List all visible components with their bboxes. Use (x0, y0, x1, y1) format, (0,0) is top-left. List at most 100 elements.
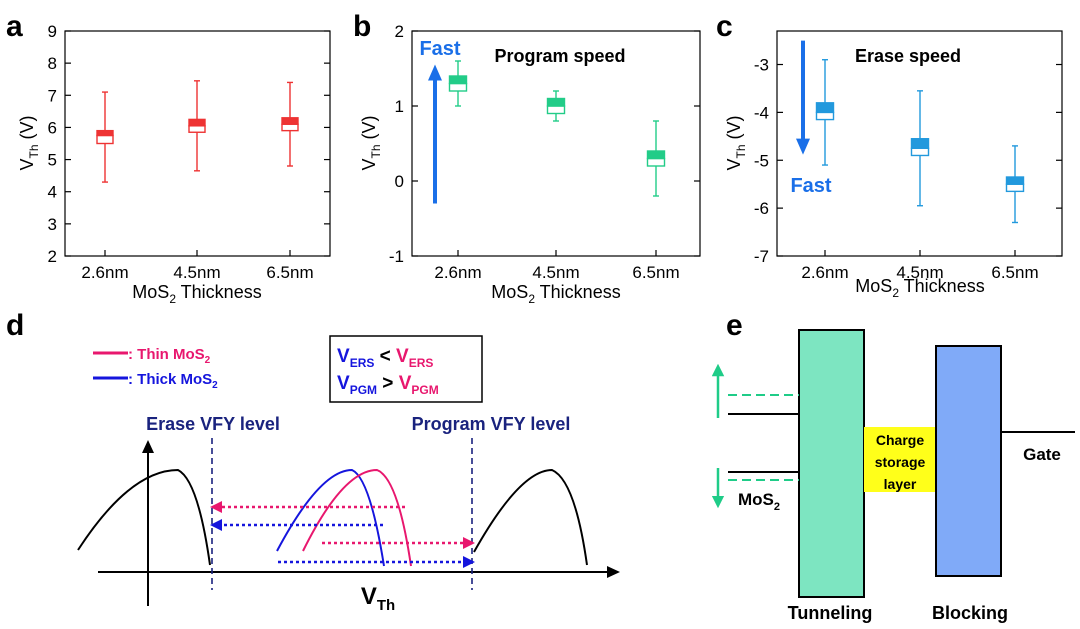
box-lower-half (96, 134, 114, 145)
y-tick-label: -3 (754, 56, 769, 75)
box-plot-4.5nm (910, 90, 930, 207)
x-tick-label: 4.5nm (896, 263, 943, 282)
box-lower-half (281, 123, 299, 132)
box-upper-half (646, 150, 666, 160)
gate-label: Gate (1023, 445, 1061, 464)
comparison-line-2: VPGM > VPGM (337, 373, 439, 397)
box-lower-half (910, 147, 930, 157)
box-series-a (96, 80, 299, 183)
y-tick-label: 5 (48, 151, 57, 170)
y-tick-label: 4 (48, 183, 57, 202)
panel-a: a 2 3 4 5 6 7 8 9 2.6nm 4.5nm 6.5nm MoS2 Thicknes… (6, 10, 331, 306)
y-tick-label: 2 (48, 247, 57, 266)
box-series-c (815, 59, 1025, 224)
x-tick-label: 4.5nm (173, 263, 220, 282)
vth-axis-label: VTh (361, 583, 395, 614)
y-ticks-a: 2 3 4 5 6 7 8 9 (48, 22, 330, 266)
y-axis-title-b: VTh (V) (359, 115, 383, 170)
box-upper-half (815, 102, 835, 114)
panel-letter-d: d (6, 309, 24, 342)
programmed-state-distribution (473, 468, 588, 566)
panel-e: e Charge storage layer MoS2 Gate Tunneli… (711, 309, 1075, 623)
fast-arrow-c (796, 40, 810, 155)
legend-thin-label: : Thin MoS2 (128, 346, 211, 366)
box-lower-half (815, 111, 835, 121)
box-upper-half (96, 129, 114, 137)
erase-vfy-label: Erase VFY level (146, 414, 280, 434)
x-axis-title-a: MoS2 Thickness (132, 282, 261, 306)
box-lower-half (188, 125, 206, 133)
fast-arrow-head (796, 138, 810, 155)
x-tick-label: 6.5nm (991, 263, 1038, 282)
count-axis-arrowhead (142, 440, 154, 453)
box-plot-2.6nm (815, 59, 835, 166)
fast-label-c: Fast (790, 175, 831, 197)
erased-state-distribution (77, 468, 211, 566)
box-upper-half (448, 75, 468, 85)
box-lower-half (646, 157, 666, 167)
charge-storage-label-1: Charge (876, 432, 924, 448)
box-lower-half (1005, 183, 1025, 193)
fast-arrow-b (428, 64, 442, 204)
panel-letter-b: b (353, 10, 371, 43)
y-ticks-c: -7 -6 -5 -4 -3 (754, 56, 1062, 266)
blocking-label: Blocking (932, 603, 1008, 623)
x-ticks-a: 2.6nm 4.5nm 6.5nm (81, 250, 314, 282)
box-upper-half (188, 118, 206, 127)
panel-d: d : Thin MoS2 : Thick MoS2 VERS < VERS V… (6, 309, 620, 614)
x-axis-title-c: MoS2 Thickness (855, 276, 984, 300)
y-tick-label: 7 (48, 86, 57, 105)
fast-label-b: Fast (419, 38, 460, 60)
tunneling-label: Tunneling (788, 603, 873, 623)
x-tick-label: 2.6nm (81, 263, 128, 282)
panel-letter-c: c (716, 10, 733, 43)
x-tick-label: 4.5nm (532, 263, 579, 282)
y-tick-label: 6 (48, 118, 57, 137)
box-upper-half (910, 138, 930, 149)
box-lower-half (546, 105, 566, 115)
y-tick-label: 8 (48, 54, 57, 73)
x-axis-title-b: MoS2 Thickness (491, 282, 620, 306)
panel-c: c Erase speed Fast -7 -6 -5 -4 -3 2.6nm 4.5nm… (716, 10, 1063, 300)
y-tick-label: -7 (754, 247, 769, 266)
panel-letter-a: a (6, 10, 23, 43)
x-tick-label: 6.5nm (632, 263, 679, 282)
y-tick-label: -6 (754, 199, 769, 218)
box-plot-6.5nm (1005, 145, 1025, 224)
thick-mos2-distribution (276, 468, 385, 567)
charge-storage-label-2: storage (875, 454, 926, 470)
chart-title-b: Program speed (494, 46, 625, 66)
y-tick-label: -1 (389, 247, 404, 266)
x-ticks-c: 2.6nm 4.5nm 6.5nm (801, 250, 1039, 282)
box-plot-2.6nm (96, 91, 114, 183)
blocking-oxide-block (935, 345, 1002, 577)
box-upper-half (281, 117, 299, 125)
y-tick-label: 9 (48, 22, 57, 41)
box-plot-6.5nm (281, 81, 299, 167)
y-tick-label: -5 (754, 151, 769, 170)
box-upper-half (546, 97, 566, 107)
panel-letter-e: e (726, 309, 743, 342)
box-series-b (448, 60, 666, 197)
box-upper-half (1005, 176, 1025, 185)
box-lower-half (448, 82, 468, 92)
chart-title-c: Erase speed (855, 46, 961, 66)
y-tick-label: 3 (48, 215, 57, 234)
comparison-box (329, 335, 483, 403)
mos2-label: MoS2 (738, 490, 780, 513)
y-tick-label: 2 (395, 22, 404, 41)
box-plot-6.5nm (646, 120, 666, 197)
x-tick-label: 2.6nm (801, 263, 848, 282)
charge-storage-block (864, 427, 936, 492)
fast-arrow-head (428, 64, 442, 81)
comparison-line-1: VERS < VERS (337, 346, 433, 370)
x-tick-label: 2.6nm (434, 263, 481, 282)
y-axis-title-c: VTh (V) (724, 115, 748, 170)
y-tick-label: -4 (754, 103, 769, 122)
box-plot-4.5nm (188, 80, 206, 172)
program-vfy-label: Program VFY level (412, 414, 571, 434)
x-ticks-b: 2.6nm 4.5nm 6.5nm (434, 250, 680, 282)
x-tick-label: 6.5nm (266, 263, 313, 282)
y-tick-label: 0 (395, 172, 404, 191)
thin-mos2-distribution (302, 468, 412, 567)
